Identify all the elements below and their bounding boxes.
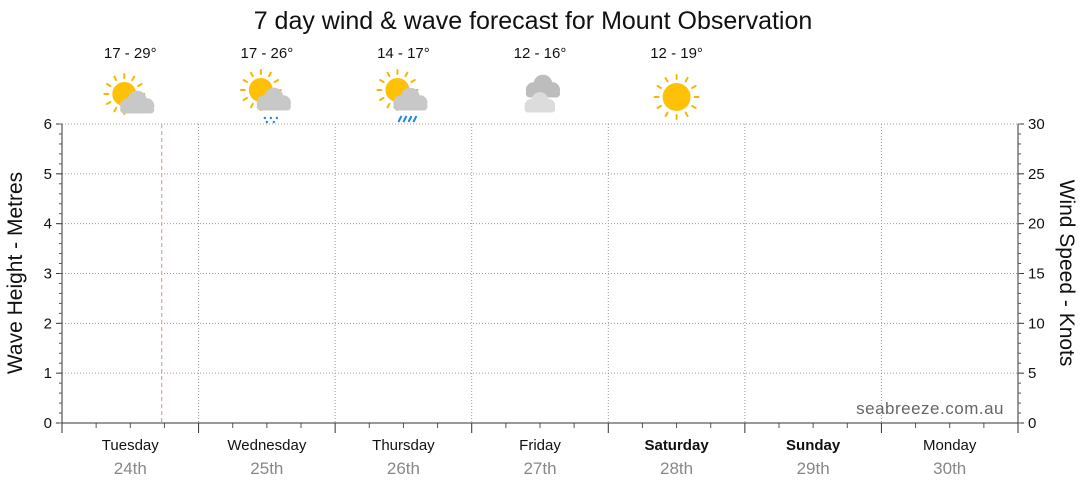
sun-ray xyxy=(664,76,669,83)
sun-ray xyxy=(267,71,272,78)
watermark: seabreeze.com.au xyxy=(856,399,1004,418)
sun-ray xyxy=(656,85,662,89)
sun-ray xyxy=(105,101,112,105)
right-tick-label: 5 xyxy=(1028,365,1036,382)
left-tick-label: 5 xyxy=(44,166,52,183)
sun-ray xyxy=(684,111,689,118)
temp-range-label: 12 - 19° xyxy=(650,45,703,62)
sun-ray xyxy=(131,75,136,82)
day-date-label: 29th xyxy=(797,459,830,478)
day-date-label: 24th xyxy=(114,459,147,478)
cloud-base xyxy=(120,105,155,114)
rain-streak xyxy=(402,115,408,123)
shower-drop xyxy=(272,120,276,124)
sun-ray xyxy=(386,71,391,78)
day-name-label: Tuesday xyxy=(102,437,159,454)
sun-ray xyxy=(137,83,143,87)
sun-ray xyxy=(379,97,385,101)
day-date-label: 27th xyxy=(523,459,556,478)
left-tick-label: 0 xyxy=(44,415,52,432)
day-name-label: Friday xyxy=(519,437,561,454)
cloud-shape xyxy=(393,87,428,111)
sun-ray xyxy=(273,79,280,83)
cloud-shape xyxy=(120,90,155,114)
left-tick-label: 2 xyxy=(44,315,52,332)
day-name-label: Saturday xyxy=(644,437,709,454)
day-date-label: 25th xyxy=(250,459,283,478)
sun-ray xyxy=(410,79,416,83)
right-tick-label: 25 xyxy=(1028,166,1045,183)
shower-drop xyxy=(265,120,269,124)
day-name-label: Thursday xyxy=(372,437,435,454)
right-tick-label: 20 xyxy=(1028,216,1045,233)
right-axis-label: Wind Speed - Knots xyxy=(1055,180,1078,367)
sun-ray xyxy=(691,105,697,109)
cloud-base xyxy=(393,102,428,111)
temp-range-label: 12 - 16° xyxy=(514,45,567,62)
left-axis-ticks: 0 1 2 3 4 5 6 xyxy=(44,116,62,432)
sun-ray xyxy=(113,75,118,82)
day-labels: Tuesday 24th Wednesday 25th Thursday 26th Frid… xyxy=(102,437,977,478)
cloud-base xyxy=(524,105,556,113)
partly-cloudy-icon xyxy=(103,73,155,115)
cloudy-icon xyxy=(524,74,561,113)
grid-lines xyxy=(62,123,1018,423)
rain-streak xyxy=(397,115,403,123)
cloud-shape xyxy=(256,87,291,111)
chart-title: 7 day wind & wave forecast for Mount Obs… xyxy=(254,7,813,35)
sun-ray xyxy=(105,83,112,87)
cloud-base xyxy=(256,102,291,111)
day-name-label: Monday xyxy=(923,437,977,454)
right-tick-label: 0 xyxy=(1028,415,1036,432)
sun-ray xyxy=(404,71,409,78)
left-tick-label: 6 xyxy=(44,116,52,133)
partly-cloudy-rain-icon xyxy=(376,69,428,123)
right-tick-label: 30 xyxy=(1028,116,1045,133)
sun-ray xyxy=(249,71,254,78)
shower-drop xyxy=(263,116,267,120)
left-tick-label: 4 xyxy=(44,216,52,233)
sun-ray xyxy=(242,97,249,101)
day-date-label: 26th xyxy=(387,459,420,478)
weather-icons xyxy=(103,69,700,124)
rain-streak xyxy=(407,115,413,123)
sun-ray xyxy=(656,105,662,109)
cloud-shape xyxy=(524,92,556,113)
sun-ray xyxy=(249,102,254,109)
sun-disc xyxy=(662,83,691,111)
partly-cloudy-showers-icon xyxy=(239,69,291,124)
sun-ray xyxy=(113,106,118,113)
right-tick-label: 15 xyxy=(1028,266,1045,283)
sun-ray xyxy=(684,76,689,83)
sun-ray xyxy=(242,79,249,83)
right-tick-label: 10 xyxy=(1028,315,1045,332)
temp-range-label: 17 - 29° xyxy=(104,45,157,62)
sun-ray xyxy=(386,102,391,109)
temp-range-label: 14 - 17° xyxy=(377,45,430,62)
left-tick-label: 1 xyxy=(44,365,52,382)
sunny-icon xyxy=(653,74,700,120)
sun-ray xyxy=(664,111,669,118)
temp-range-label: 17 - 26° xyxy=(241,45,294,62)
right-axis-ticks: 0 5 10 15 20 25 30 xyxy=(1018,116,1045,432)
day-date-label: 30th xyxy=(933,459,966,478)
day-date-label: 28th xyxy=(660,459,693,478)
axes xyxy=(61,124,1019,433)
temperature-labels: 17 - 29° 17 - 26° 14 - 17° 12 - 16° 12 - 19° xyxy=(104,45,703,62)
shower-drop xyxy=(275,116,279,120)
sun-ray xyxy=(379,79,385,83)
sun-ray xyxy=(691,85,697,89)
rain-streak xyxy=(412,115,418,123)
left-axis-label: Wave Height - Metres xyxy=(4,172,27,374)
day-name-label: Sunday xyxy=(786,437,841,454)
left-tick-label: 3 xyxy=(44,266,52,283)
day-name-label: Wednesday xyxy=(227,437,306,454)
shower-drop xyxy=(269,116,273,120)
